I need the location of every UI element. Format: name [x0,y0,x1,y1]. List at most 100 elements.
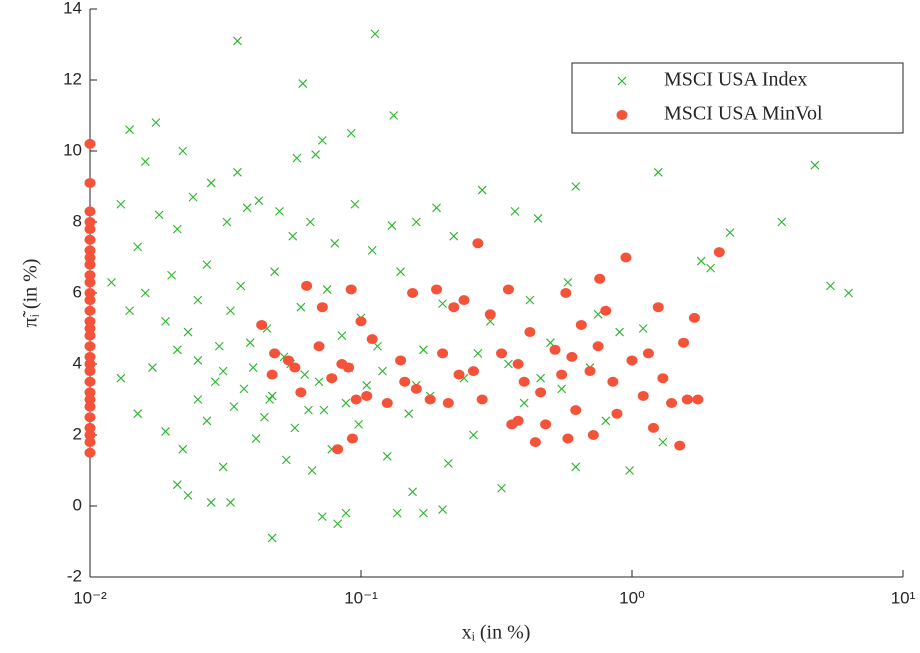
marker-dot [592,341,604,352]
marker-x [140,157,150,167]
marker-dot [688,312,700,323]
x-tick-label: 10⁰ [619,588,645,607]
marker-x [178,444,188,454]
marker-x [536,373,545,383]
marker-x [317,512,327,522]
marker-x [370,29,380,39]
marker-x [305,217,315,227]
marker-dot [587,430,599,440]
marker-dot [657,373,669,384]
marker-dot [84,295,96,306]
marker-dot [84,323,96,334]
marker-x [178,146,188,156]
marker-x [519,398,529,408]
marker-x [389,111,399,120]
marker-x [725,228,735,238]
marker-x [307,466,317,475]
marker-dot [266,369,278,380]
marker-x [367,246,377,255]
x-tick-label: 10¹ [891,588,916,607]
marker-dot [437,348,449,359]
marker-dot [410,383,422,394]
marker-x [411,217,421,227]
marker-dot [484,309,496,320]
marker-dot [282,355,294,366]
marker-x [571,182,581,191]
marker-x [419,508,428,518]
marker-x [449,231,459,241]
y-tick-label: 10 [63,140,82,159]
marker-dot [84,447,96,458]
marker-dot [556,369,568,380]
marker-x [292,153,302,163]
marker-x [229,402,239,411]
marker-dot [84,259,96,270]
legend-box [571,62,904,134]
marker-dot [313,341,325,352]
y-tick-label: 12 [63,69,82,88]
marker-x [404,409,414,419]
x-tick-label: 10⁻² [73,588,107,607]
marker-x [392,508,402,518]
marker-dot [713,247,725,258]
marker-x [202,416,212,426]
marker-dot [681,394,693,405]
marker-dot [611,408,623,419]
marker-x [438,505,447,514]
y-tick-label: 6 [73,282,82,301]
marker-x [133,409,143,419]
marker-x [653,167,663,177]
marker-x [248,363,258,372]
marker-dot [458,295,470,306]
marker-x [218,366,228,376]
marker-dot [84,245,96,256]
marker-dot [346,433,358,444]
marker-dot [620,252,632,263]
marker-x [107,277,116,287]
marker-dot [560,288,572,298]
marker-dot [652,302,664,313]
marker-x [533,214,543,223]
marker-x [354,419,364,429]
marker-dot [448,302,460,313]
marker-dot [453,369,465,380]
y-tick-label: 14 [63,0,82,17]
marker-dot [326,373,338,384]
marker-x [239,384,249,394]
marker-dot [84,206,96,217]
marker-x [387,221,397,230]
marker-x [438,299,447,309]
marker-dot [84,288,96,298]
marker-x [322,285,332,294]
marker-dot [442,398,454,409]
marker-dot [647,422,659,433]
marker-dot [84,412,96,423]
legend-label: MSCI USA MinVol [664,103,823,125]
marker-dot [345,284,357,295]
marker-dot [84,217,96,227]
marker-x [172,480,182,490]
y-tick-label: 0 [73,495,82,514]
marker-x [236,281,246,291]
legend-label: MSCI USA Index [664,69,807,91]
marker-x [233,36,242,46]
marker-x [362,380,372,390]
marker-x [563,277,573,287]
marker-dot [566,351,578,362]
marker-dot [84,270,96,281]
marker-x [161,427,170,436]
marker-x [408,487,417,497]
marker-x [314,377,324,387]
marker-dot [549,344,561,355]
marker-x [571,462,581,472]
marker-x [319,405,329,415]
marker-x [477,185,487,195]
marker-dot [84,359,96,369]
marker-x [826,281,835,291]
marker-dot [529,437,541,448]
marker-dot [84,394,96,405]
marker-dot [540,419,552,430]
marker-x [419,345,428,355]
marker-dot [512,359,524,369]
marker-dot [399,376,411,387]
